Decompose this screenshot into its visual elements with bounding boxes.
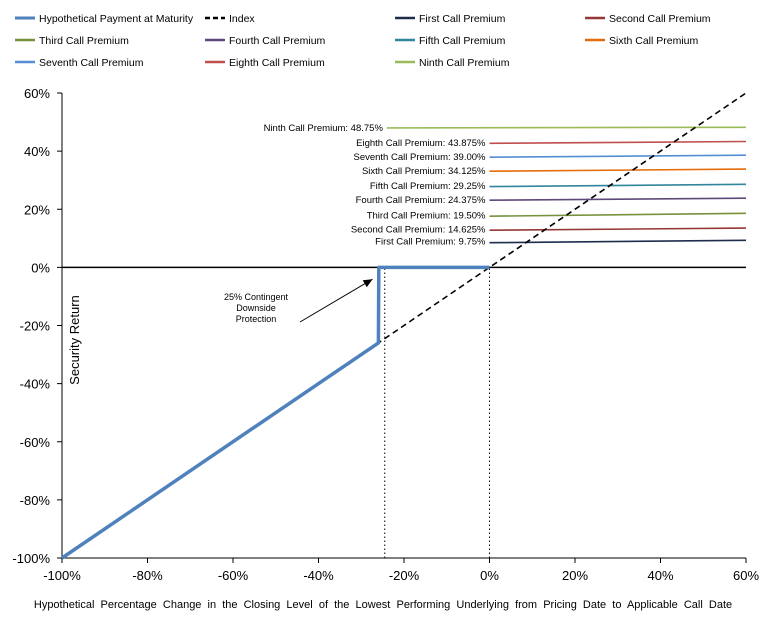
series-line-eighth-call-premium [489,140,747,145]
legend-third-call-premium-label: Third Call Premium [39,35,129,47]
y-tick-label: -100% [12,551,50,566]
y-tick-label: -20% [20,319,51,334]
y-tick-label: 40% [24,144,50,159]
series-line-fifth-call-premium [489,183,747,188]
y-tick-label: 20% [24,202,50,217]
series-line-seventh-call-premium [489,154,747,158]
premium-label-1: Ninth Call Premium: 48.75% [264,123,384,134]
premium-label-6: Fourth Call Premium: 24.375% [356,195,486,206]
series-line-second-call-premium [489,227,747,231]
series-line-index [61,92,747,559]
premium-labels: Ninth Call Premium: 48.75% Eighth Call Pr… [264,123,486,248]
legend-fifth-call-premium-label: Fifth Call Premium [419,35,506,47]
y-tick-label: 0% [31,260,50,275]
premium-label-9: First Call Premium: 9.75% [375,237,486,248]
annotation-line-3: Protection [236,314,277,324]
legend: Hypothetical Payment at Maturity Index Fir… [15,13,711,69]
annotation-arrow-line [299,278,373,323]
legend-sixth-call-premium-label: Sixth Call Premium [609,35,699,47]
series-line-first-call-premium [489,239,747,244]
annotation-line-1: 25% Contingent [224,292,289,302]
series-line-third-call-premium [489,212,747,217]
x-tick-label: 0% [480,568,499,583]
series-line-sixth-call-premium [489,168,747,172]
x-tick-label: -80% [132,568,163,583]
y-tick-label: -80% [20,493,51,508]
axes: -100% -80% -60% -40% -20% 0% 20% 40% 60% 60% 40% 20… [12,86,759,611]
legend-eighth-call-premium-label: Eighth Call Premium [229,57,325,69]
annotation-line-2: Downside [236,303,276,313]
legend-first-call-premium-label: First Call Premium [419,13,506,25]
x-tick-label: -20% [389,568,420,583]
reference-lines [384,267,490,558]
legend-index-label: Index [229,13,255,25]
x-tick-label: -100% [43,568,81,583]
annotation: 25% Contingent Downside Protection [224,278,373,324]
premium-label-4: Sixth Call Premium: 34.125% [362,166,486,177]
legend-ninth-call-premium-label: Ninth Call Premium [419,57,510,69]
x-tick-label: -40% [303,568,334,583]
y-axis-title: Security Return [67,295,82,385]
annotation-text: 25% Contingent Downside Protection [224,292,289,324]
premium-label-3: Seventh Call Premium: 39.00% [353,152,486,163]
premium-label-8: Second Call Premium: 14.625% [351,225,486,236]
legend-seventh-call-premium-label: Seventh Call Premium [39,57,144,69]
premium-label-7: Third Call Premium: 19.50% [367,210,486,221]
legend-hypothetical-payment-at-maturity-label: Hypothetical Payment at Maturity [39,13,194,25]
series-lines [61,92,747,560]
y-tick-label: -40% [20,377,51,392]
legend-second-call-premium-label: Second Call Premium [609,13,711,25]
x-tick-label: 20% [562,568,588,583]
series-line-hypothetical-payment-at-maturity [61,265,490,560]
x-tick-label: 60% [733,568,759,583]
premium-label-5: Fifth Call Premium: 29.25% [370,181,486,192]
x-axis-title: Hypothetical Percentage Change in the Cl… [34,599,732,611]
y-tick-label: -60% [20,435,51,450]
x-tick-label: -60% [218,568,249,583]
x-tick-label: 40% [647,568,673,583]
annotation-arrow-head [362,279,373,288]
series-line-ninth-call-premium [386,126,747,129]
series-line-fourth-call-premium [489,197,747,201]
y-tick-label: 60% [24,86,50,101]
legend-fourth-call-premium-label: Fourth Call Premium [229,35,326,47]
premium-label-2: Eighth Call Premium: 43.875% [356,138,486,149]
